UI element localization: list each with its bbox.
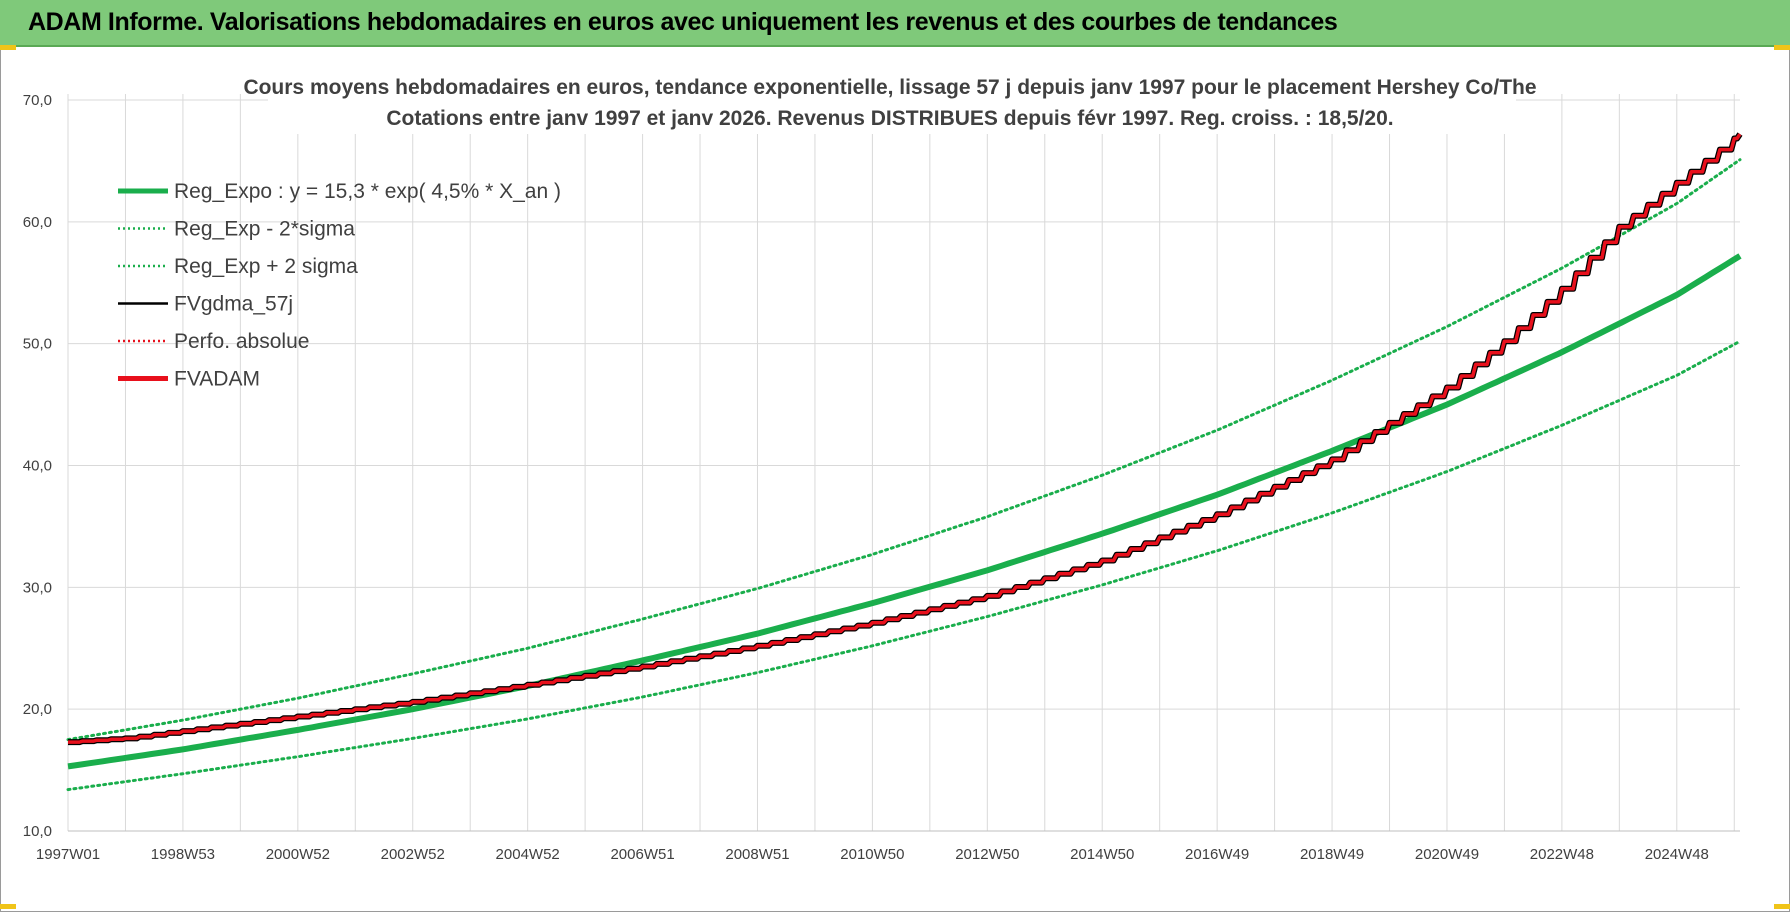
y-tick-label: 30,0 (23, 579, 52, 596)
y-tick-label: 50,0 (23, 336, 52, 353)
report-title: ADAM Informe. Valorisations hebdomadaire… (28, 8, 1338, 36)
series-reg-expo (67, 253, 1742, 770)
x-tick-label: 2020W49 (1415, 846, 1479, 863)
legend-label: Reg_Exp - 2*sigma (174, 218, 355, 241)
x-tick-label: 2012W50 (955, 846, 1019, 863)
legend-label: FVADAM (174, 368, 260, 391)
corner-marker-icon (1774, 904, 1790, 909)
series-reg-exp-minus-2sigma (66, 339, 1742, 792)
series-reg-exp-plus-2sigma (66, 158, 1742, 742)
grid-lines (67, 94, 1740, 832)
x-tick-label: 2022W48 (1530, 846, 1594, 863)
report-header: ADAM Informe. Valorisations hebdomadaire… (0, 0, 1790, 47)
x-tick-label: 2004W52 (496, 846, 560, 863)
x-tick-label: 2000W52 (266, 846, 330, 863)
chart-title-line1: Cours moyens hebdomadaires en euros, ten… (243, 76, 1536, 99)
corner-marker-icon (0, 904, 16, 909)
y-tick-label: 10,0 (23, 823, 52, 840)
y-tick-label: 20,0 (23, 701, 52, 718)
chart-title-line2: Cotations entre janv 1997 et janv 2026. … (386, 107, 1393, 130)
y-tick-label: 70,0 (23, 92, 52, 109)
x-tick-label: 1998W53 (151, 846, 215, 863)
legend-label: Perfo. absolue (174, 330, 309, 353)
x-tick-label: 2024W48 (1645, 846, 1709, 863)
x-tick-label: 2008W51 (725, 846, 789, 863)
x-tick-label: 2002W52 (381, 846, 445, 863)
chart-title-background (268, 72, 1516, 134)
x-tick-label: 2006W51 (610, 846, 674, 863)
legend-label: Reg_Expo : y = 15,3 * exp( 4,5% * X_an ) (174, 180, 561, 203)
y-tick-label: 40,0 (23, 458, 52, 475)
legend-label: FVgdma_57j (174, 293, 293, 316)
chart-legend: Reg_Expo : y = 15,3 * exp( 4,5% * X_an )… (118, 180, 561, 391)
x-axis: 1997W01 1998W53 2000W52 2002W52 2004W52 2006W… (36, 830, 1740, 863)
corner-marker-icon (0, 45, 16, 50)
x-tick-label: 2010W50 (840, 846, 904, 863)
series-fvadam (68, 133, 1742, 744)
corner-marker-icon (1774, 45, 1790, 50)
x-tick-label: 2014W50 (1070, 846, 1134, 863)
legend-label: Reg_Exp + 2 sigma (174, 255, 358, 278)
x-tick-label: 2016W49 (1185, 846, 1249, 863)
y-tick-label: 60,0 (23, 214, 52, 231)
series-group (66, 132, 1743, 792)
y-axis: 10,0 20,0 30,0 40,0 50,0 60,0 70,0 (23, 92, 52, 840)
x-tick-label: 2018W49 (1300, 846, 1364, 863)
x-tick-label: 1997W01 (36, 846, 100, 863)
